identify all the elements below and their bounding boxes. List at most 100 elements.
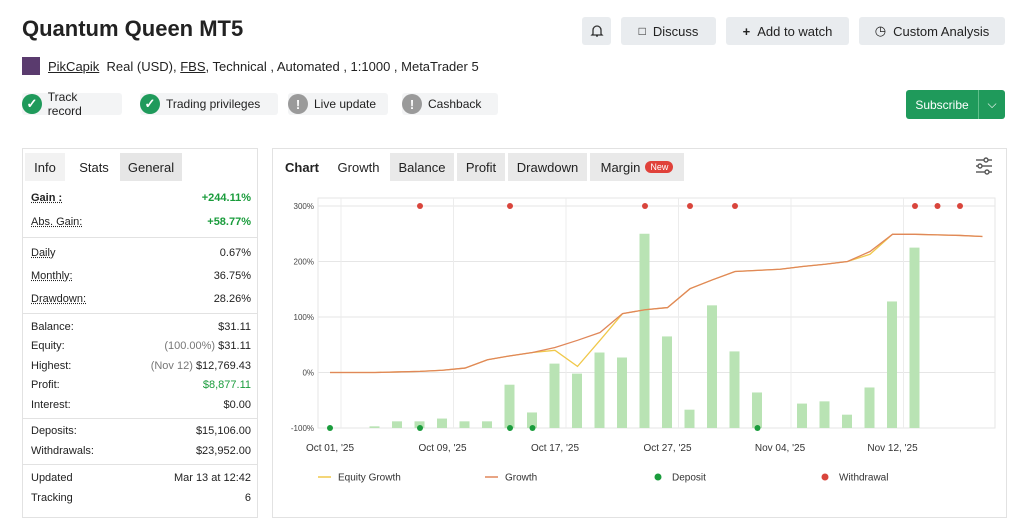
- event-marker: [417, 425, 423, 431]
- stats-label: Drawdown:: [31, 292, 87, 305]
- bar: [617, 357, 627, 428]
- badge: ✓ Trading privileges: [140, 93, 278, 115]
- bar: [572, 373, 582, 428]
- bar: [797, 403, 807, 428]
- new-badge: New: [645, 161, 674, 173]
- stats-value: 36.75%: [213, 269, 251, 282]
- author-link[interactable]: PikCapik: [48, 59, 100, 74]
- line: [330, 233, 983, 374]
- stats-value: $31.11: [218, 340, 251, 353]
- discuss-button[interactable]: □ Discuss: [621, 17, 716, 45]
- button-label: Custom Analysis: [893, 23, 990, 39]
- settings-icon[interactable]: [973, 155, 995, 177]
- tab[interactable]: Info: [25, 153, 65, 181]
- tab[interactable]: General: [120, 153, 182, 181]
- stats-value-cell: $8,877.11: [203, 379, 251, 391]
- badge-label: Cashback: [428, 97, 482, 111]
- stats-group: Daily 0.67% Monthly: 36.75% Drawdown: 28.26%: [23, 238, 257, 314]
- bar: [527, 412, 537, 428]
- stats-group: Balance: $31.11 Equity: (100.00%) $31.11 Hig…: [23, 314, 257, 419]
- tab[interactable]: Growth: [330, 153, 387, 183]
- stats-row: Withdrawals: $23,952.00: [23, 441, 257, 461]
- stats-panel: Info Stats General Gain : +244.11% Abs. Gain…: [22, 148, 258, 518]
- tab-label: Profit: [465, 159, 497, 175]
- badge: ! Live update: [288, 93, 388, 115]
- tab[interactable]: Profit: [457, 153, 505, 181]
- stats-group: Updated Mar 13 at 12:42 Tracking 6: [23, 465, 257, 511]
- event-marker: [957, 203, 963, 209]
- event-marker: [642, 203, 648, 209]
- y-tick-label: 200%: [294, 258, 314, 267]
- x-tick-label: Oct 09, '25: [418, 443, 466, 454]
- x-tick-label: Nov 04, '25: [755, 443, 806, 454]
- stats-value-cell: $31.11: [218, 321, 251, 333]
- badge-label: Track record: [47, 90, 82, 118]
- stats-value: $12,769.43: [195, 359, 251, 372]
- stats-value: $15,106.00: [195, 425, 251, 438]
- stats-value-cell: $23,952.00: [196, 445, 251, 457]
- check-icon: ✓: [22, 94, 42, 114]
- stats-value: Mar 13 at 12:42: [173, 471, 251, 484]
- stats-table: Gain : +244.11% Abs. Gain: +58.77% Daily 0.67…: [23, 183, 257, 511]
- tab[interactable]: Stats: [69, 153, 119, 181]
- legend-label: Equity Growth: [338, 473, 401, 484]
- event-marker: [327, 425, 333, 431]
- broker-link[interactable]: FBS: [180, 59, 206, 74]
- y-tick-label: 300%: [294, 202, 314, 211]
- legend-label: Withdrawal: [839, 473, 888, 484]
- bar: [842, 414, 852, 428]
- stats-value: $31.11: [218, 320, 251, 333]
- bar: [594, 352, 605, 428]
- stats-value-cell: +58.77%: [207, 216, 251, 228]
- details: Real (USD),: [106, 59, 177, 74]
- watch-button[interactable]: + Add to watch: [726, 17, 849, 45]
- stats-label: Gain :: [31, 192, 63, 204]
- bar: [707, 305, 717, 428]
- bar: [437, 418, 447, 428]
- stats-row: Interest: $0.00: [23, 395, 257, 415]
- event-marker: [417, 203, 423, 209]
- stats-note: (100.00%): [164, 340, 216, 353]
- stats-value-cell: (100.00%) $31.11: [164, 340, 251, 352]
- bell-button[interactable]: [582, 17, 611, 45]
- stats-label: Withdrawals:: [31, 444, 94, 457]
- account-details: PikCapik Real (USD), FBS, Technical , Au…: [48, 59, 479, 74]
- stats-value: 6: [244, 491, 251, 504]
- legend-symbol: [821, 473, 829, 481]
- stats-row: Equity: (100.00%) $31.11: [23, 337, 257, 357]
- tab-label: Drawdown: [516, 159, 579, 175]
- stats-group: Deposits: $15,106.00 Withdrawals: $23,952.0…: [23, 419, 257, 465]
- tab[interactable]: Drawdown: [508, 153, 587, 181]
- event-marker: [754, 425, 761, 431]
- badge-label: Trading privileges: [166, 97, 261, 111]
- subscribe-button[interactable]: Subscribe ⌵: [906, 90, 1005, 119]
- stats-label: Deposits:: [31, 425, 77, 438]
- badge: ✓ Track record: [22, 90, 122, 118]
- stats-value: 28.26%: [213, 292, 251, 305]
- event-marker: [912, 203, 918, 209]
- bar: [819, 401, 830, 428]
- event-marker: [507, 425, 513, 431]
- avatar: [22, 57, 40, 75]
- details: , Technical , Automated , 1:1000 , MetaT…: [205, 59, 479, 74]
- stats-row: Tracking 6: [23, 488, 257, 508]
- stats-label: Profit:: [31, 379, 60, 392]
- x-tick-label: Nov 12, '25: [867, 443, 918, 454]
- tab[interactable]: Balance: [390, 153, 454, 181]
- badge-label: Live update: [314, 97, 377, 111]
- tab[interactable]: Margin New: [590, 153, 684, 181]
- stats-value: +58.77%: [207, 216, 251, 228]
- analysis-button[interactable]: ◷ Custom Analysis: [859, 17, 1005, 45]
- title: Quantum Queen MT5: [22, 16, 244, 41]
- bar: [459, 421, 470, 428]
- warning-icon: !: [288, 94, 308, 114]
- stats-label: Balance:: [31, 320, 74, 333]
- check-icon: ✓: [140, 94, 160, 114]
- stats-label: Equity:: [31, 340, 65, 353]
- stats-value-cell: 6: [245, 492, 251, 504]
- bar: [887, 301, 897, 428]
- stats-row: Monthly: 36.75%: [23, 264, 257, 287]
- tab[interactable]: Chart: [277, 153, 327, 181]
- stats-row: Drawdown: 28.26%: [23, 287, 257, 310]
